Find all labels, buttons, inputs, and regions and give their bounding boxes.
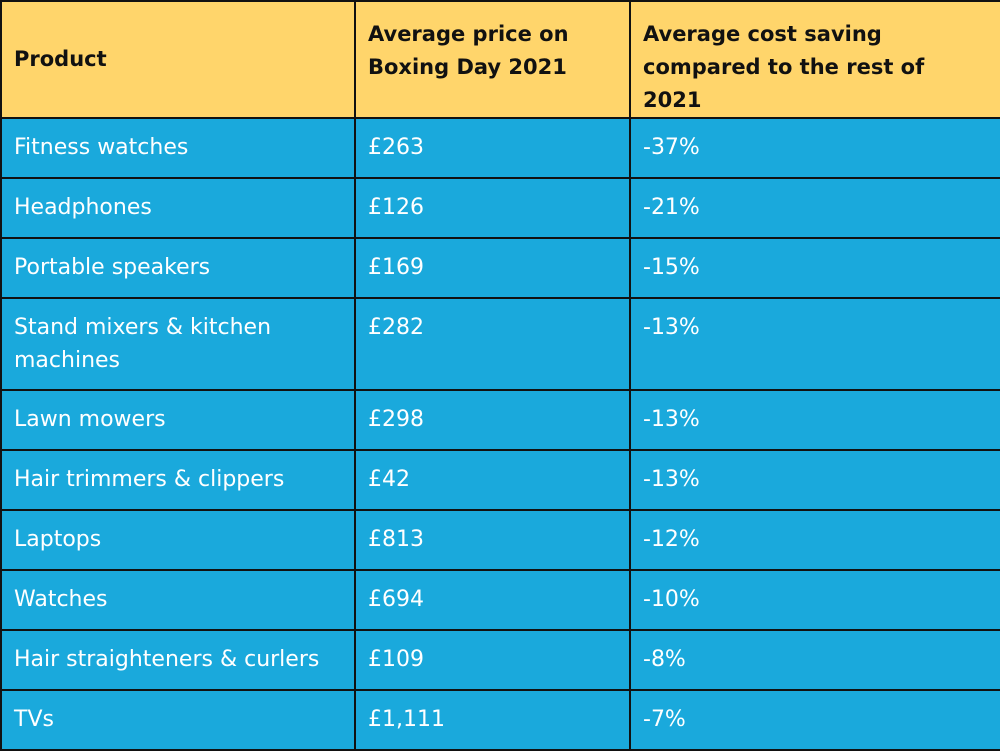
saving-cell: -21% xyxy=(629,177,1000,239)
saving-cell: -13% xyxy=(629,297,1000,391)
price-cell: £263 xyxy=(354,117,631,179)
product-cell: TVs xyxy=(0,689,356,751)
price-cell: £42 xyxy=(354,449,631,511)
saving-cell: -12% xyxy=(629,509,1000,571)
saving-cell: -37% xyxy=(629,117,1000,179)
price-cell: £169 xyxy=(354,237,631,299)
product-cell: Watches xyxy=(0,569,356,631)
table-row: Hair straighteners & curlers £109 -8% xyxy=(0,629,1000,691)
table-row: Laptops £813 -12% xyxy=(0,509,1000,571)
product-cell: Hair straighteners & curlers xyxy=(0,629,356,691)
table-row: TVs £1,111 -7% xyxy=(0,689,1000,751)
saving-cell: -8% xyxy=(629,629,1000,691)
column-header-average-price: Average price on Boxing Day 2021 xyxy=(354,0,631,119)
product-cell: Hair trimmers & clippers xyxy=(0,449,356,511)
price-cell: £1,111 xyxy=(354,689,631,751)
table-row: Watches £694 -10% xyxy=(0,569,1000,631)
product-cell: Stand mixers & kitchen machines xyxy=(0,297,356,391)
saving-cell: -15% xyxy=(629,237,1000,299)
price-cell: £298 xyxy=(354,389,631,451)
table-header-row: Product Average price on Boxing Day 2021… xyxy=(0,0,1000,119)
saving-cell: -7% xyxy=(629,689,1000,751)
table-row: Portable speakers £169 -15% xyxy=(0,237,1000,299)
table-row: Headphones £126 -21% xyxy=(0,177,1000,239)
table-row: Stand mixers & kitchen machines £282 -13… xyxy=(0,297,1000,391)
price-cell: £109 xyxy=(354,629,631,691)
table-row: Lawn mowers £298 -13% xyxy=(0,389,1000,451)
product-cell: Lawn mowers xyxy=(0,389,356,451)
saving-cell: -13% xyxy=(629,449,1000,511)
price-cell: £282 xyxy=(354,297,631,391)
product-cell: Fitness watches xyxy=(0,117,356,179)
product-cell: Headphones xyxy=(0,177,356,239)
saving-cell: -10% xyxy=(629,569,1000,631)
column-header-cost-saving: Average cost saving compared to the rest… xyxy=(629,0,1000,119)
column-header-product: Product xyxy=(0,0,356,119)
product-cell: Portable speakers xyxy=(0,237,356,299)
price-cell: £694 xyxy=(354,569,631,631)
price-cell: £813 xyxy=(354,509,631,571)
table-row: Fitness watches £263 -37% xyxy=(0,117,1000,179)
table-row: Hair trimmers & clippers £42 -13% xyxy=(0,449,1000,511)
price-cell: £126 xyxy=(354,177,631,239)
product-cell: Laptops xyxy=(0,509,356,571)
saving-cell: -13% xyxy=(629,389,1000,451)
